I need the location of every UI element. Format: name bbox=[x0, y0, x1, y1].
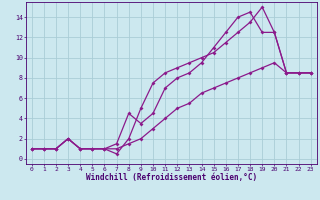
X-axis label: Windchill (Refroidissement éolien,°C): Windchill (Refroidissement éolien,°C) bbox=[86, 173, 257, 182]
